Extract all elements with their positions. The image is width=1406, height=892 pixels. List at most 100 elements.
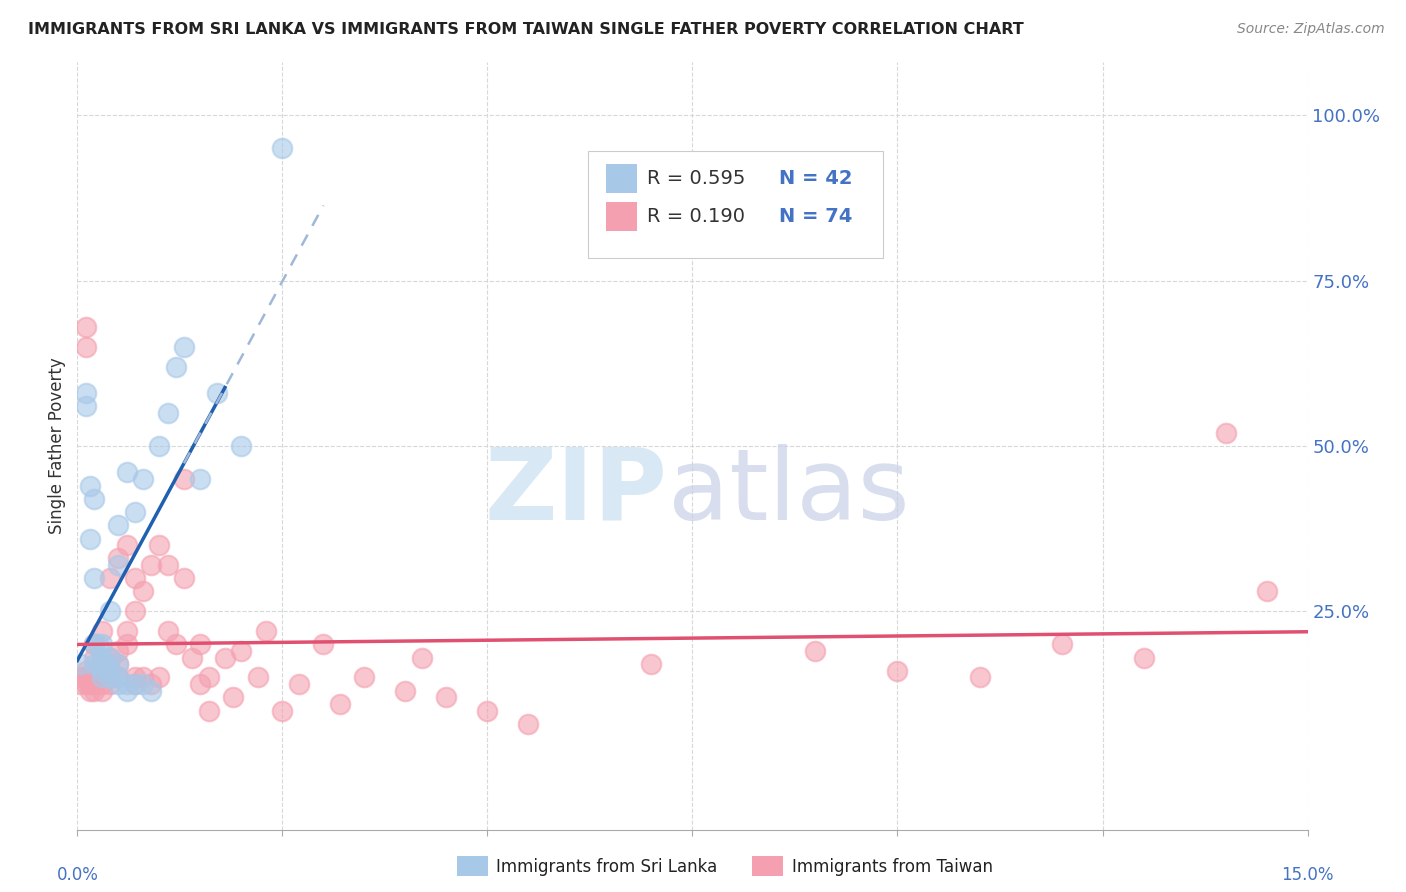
FancyBboxPatch shape [606,164,637,193]
Point [90,657,114,672]
Point [124,677,146,691]
Text: IMMIGRANTS FROM SRI LANKA VS IMMIGRANTS FROM TAIWAN SINGLE FATHER POVERTY CORREL: IMMIGRANTS FROM SRI LANKA VS IMMIGRANTS … [28,22,1024,37]
Point [173,472,195,486]
Point [1050,637,1073,651]
Point [90,664,114,678]
Point [75,670,97,684]
Point [188,677,212,691]
Point [107,677,129,691]
Text: Immigrants from Taiwan: Immigrants from Taiwan [792,858,993,876]
Point [477,704,499,718]
FancyBboxPatch shape [588,151,883,258]
FancyBboxPatch shape [606,202,637,231]
Point [98,664,121,678]
Point [75,677,97,691]
Point [246,670,269,684]
Point [107,558,129,572]
Text: 15.0%: 15.0% [1281,866,1334,884]
Point [222,690,245,705]
Point [205,386,228,401]
Point [969,670,991,684]
Point [197,704,219,718]
Point [329,697,352,711]
Point [83,683,105,698]
Point [197,670,219,684]
Point [107,644,129,658]
Point [124,670,146,684]
Point [141,677,163,691]
Point [98,571,121,585]
Point [98,677,121,691]
Point [124,505,146,519]
Point [804,644,827,658]
Point [132,677,155,691]
Point [156,406,179,420]
Point [70,670,93,684]
Point [411,650,433,665]
Point [79,478,101,492]
Point [271,704,294,718]
Point [83,670,105,684]
Point [83,491,105,506]
Text: Immigrants from Sri Lanka: Immigrants from Sri Lanka [496,858,717,876]
Point [353,670,375,684]
Text: Source: ZipAtlas.com: Source: ZipAtlas.com [1237,22,1385,37]
Point [148,538,170,552]
Point [83,637,105,651]
Text: N = 74: N = 74 [779,207,852,227]
Point [188,637,212,651]
Point [115,677,138,691]
Point [124,571,146,585]
Point [98,664,121,678]
Point [173,340,195,354]
Point [115,637,138,651]
Point [1256,584,1278,599]
Point [90,657,114,672]
Point [188,472,212,486]
Text: R = 0.595: R = 0.595 [647,169,745,188]
Point [90,683,114,698]
Point [107,670,129,684]
Point [165,637,187,651]
Point [75,664,97,678]
Point [132,670,155,684]
Point [87,637,110,651]
Point [124,677,146,691]
Point [231,439,253,453]
Point [98,604,121,618]
Point [181,650,204,665]
Point [173,571,195,585]
Point [165,359,187,374]
Point [214,650,236,665]
Point [79,677,101,691]
Point [288,677,311,691]
Point [107,670,129,684]
Point [312,637,335,651]
Point [90,650,114,665]
Point [70,657,93,672]
Point [75,386,97,401]
Point [394,683,416,698]
Point [271,141,294,155]
Point [98,650,121,665]
Text: R = 0.190: R = 0.190 [647,207,745,227]
Point [115,466,138,480]
Y-axis label: Single Father Poverty: Single Father Poverty [48,358,66,534]
Point [83,677,105,691]
Point [90,637,114,651]
Text: 0.0%: 0.0% [56,866,98,884]
Point [90,670,114,684]
Point [436,690,458,705]
Point [517,716,540,731]
Point [115,624,138,639]
Point [69,677,91,691]
Point [124,604,146,618]
Point [115,683,138,698]
Point [115,538,138,552]
Point [107,657,129,672]
Point [132,472,155,486]
Text: ZIP: ZIP [485,443,668,541]
Point [79,532,101,546]
Point [156,624,179,639]
Point [90,624,114,639]
